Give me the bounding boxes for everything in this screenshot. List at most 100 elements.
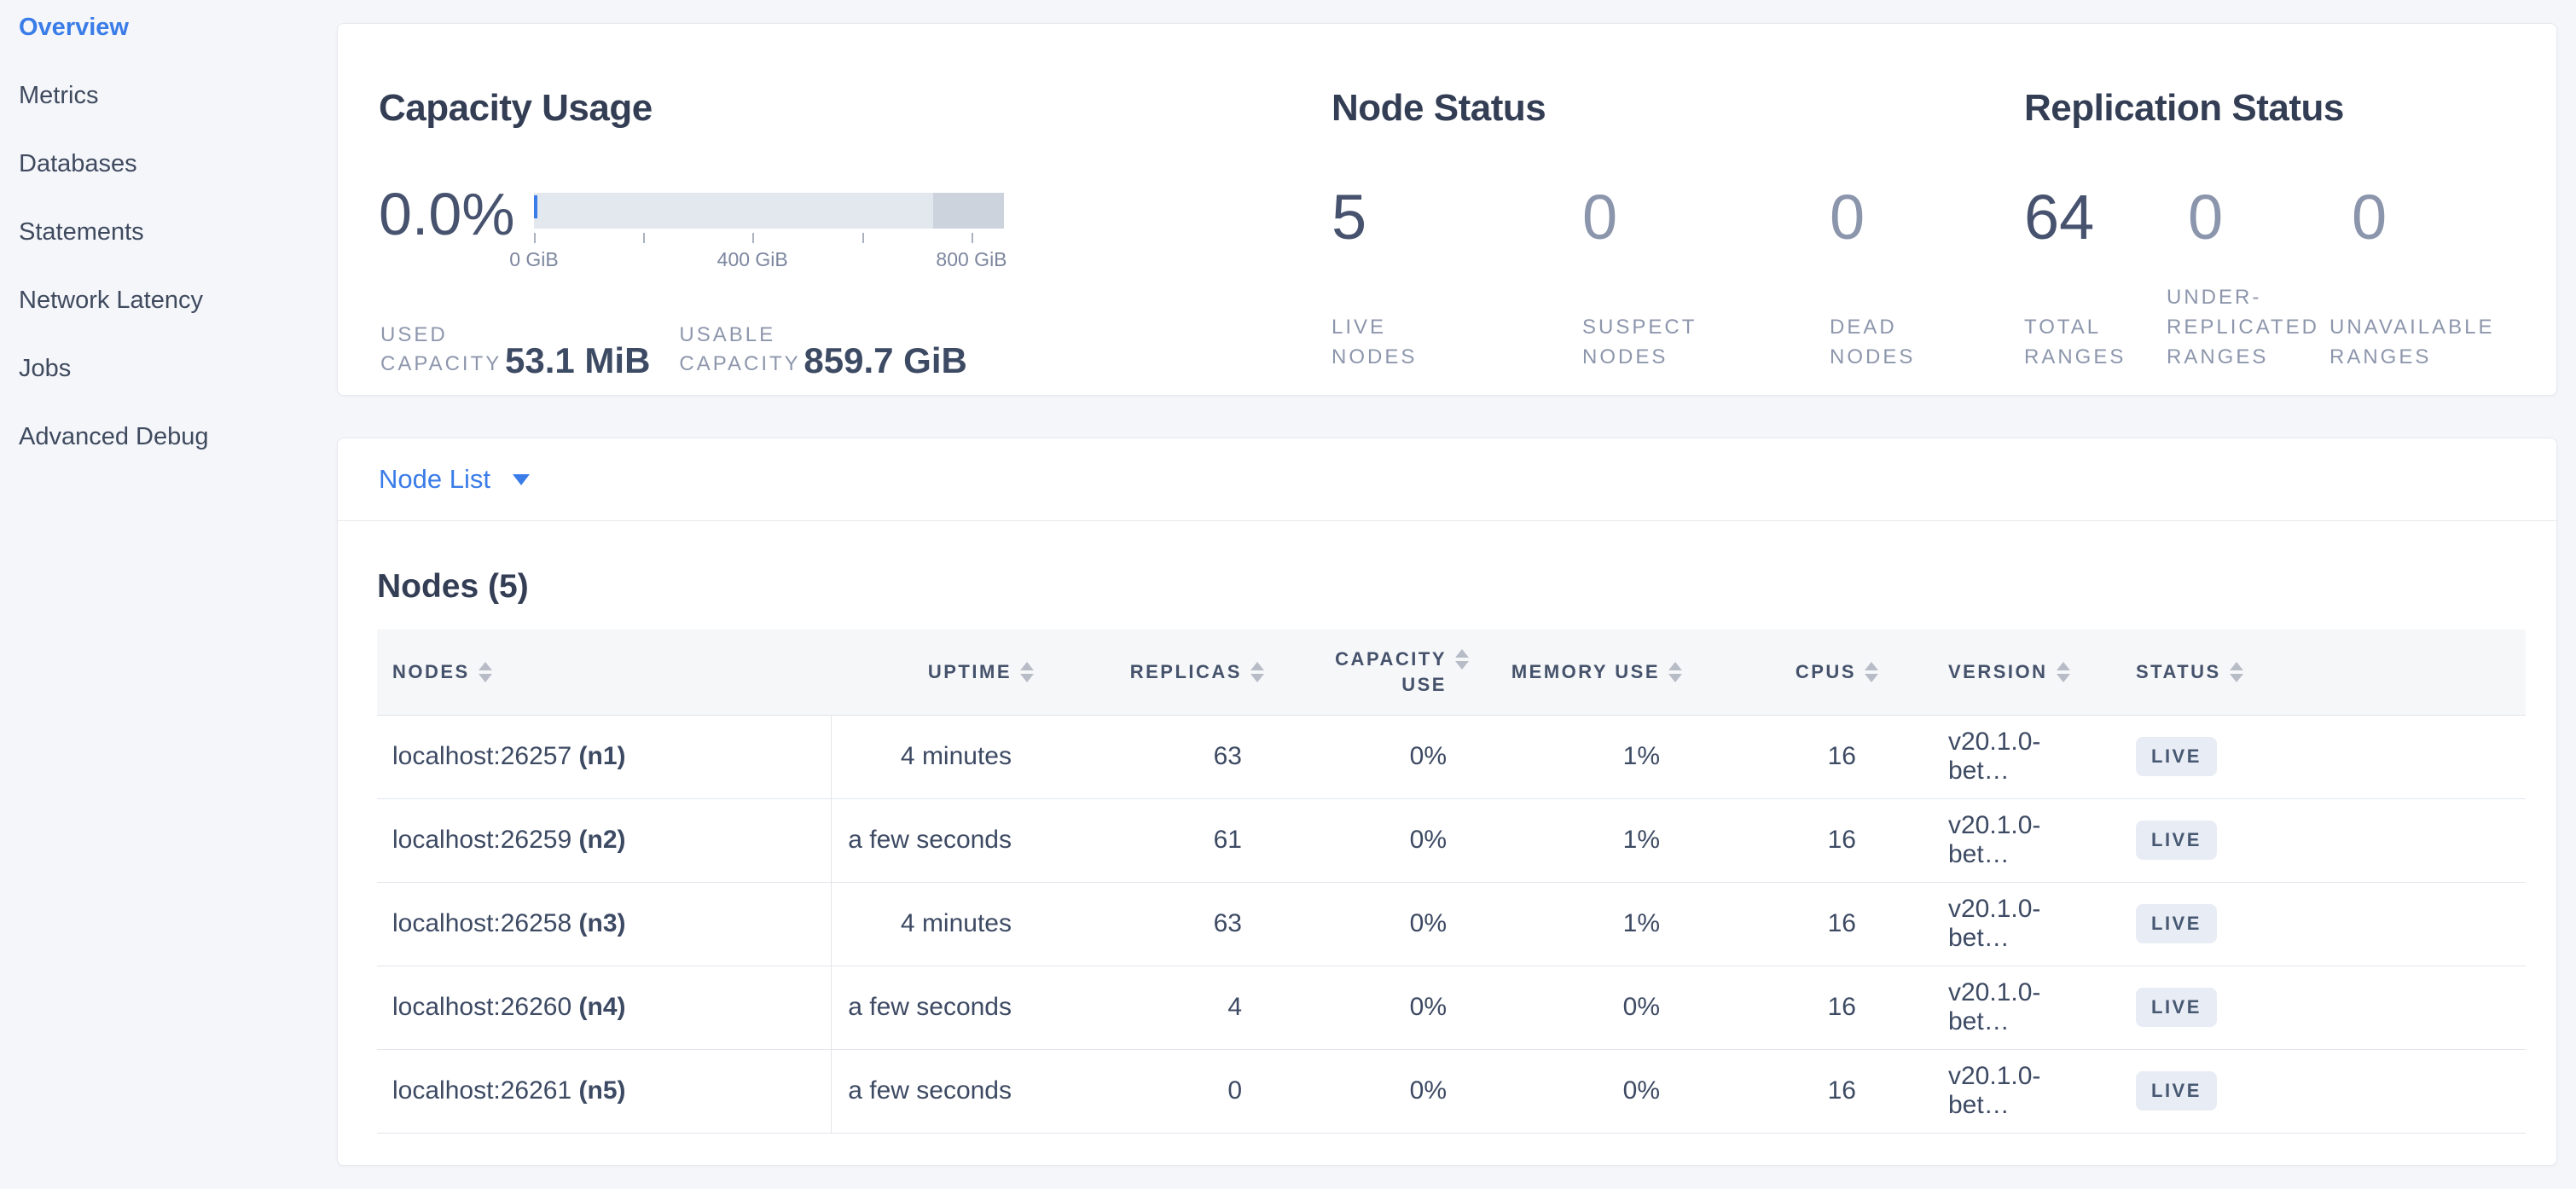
table-row: localhost:26261 (n5) a few seconds 0 0% … [377,1049,2526,1134]
memory-use-cell: 0% [1471,1049,1684,1134]
node-id: (n2) [578,826,626,854]
capacity-axis-labels: 0 GiB 400 GiB 800 GiB [509,248,1007,272]
column-header-capacity-use[interactable]: CAPACITY USE [1266,629,1471,716]
node-list-dropdown-label[interactable]: Node List [379,464,490,494]
memory-use-cell: 1% [1471,882,1684,966]
suspect-nodes-stat: 0 SUSPECT NODES [1457,24,1694,395]
node-id: (n5) [578,1076,626,1105]
suspect-nodes-count: 0 [1582,182,1618,252]
cpus-cell: 16 [1684,798,1880,883]
sidebar: Overview Metrics Databases Statements Ne… [0,0,337,1189]
capacity-use-cell: 0% [1266,715,1471,799]
live-nodes-count: 5 [1332,182,1367,252]
status-cell: LIVE [2068,715,2526,799]
capacity-bar-nonusable-segment [932,193,1004,229]
memory-use-cell: 1% [1471,715,1684,799]
unavailable-ranges-label: UNAVAILABLE RANGES [2329,316,2495,368]
uptime-cell: a few seconds [830,966,1036,1050]
uptime-cell: 4 minutes [830,715,1036,799]
uptime-cell: 4 minutes [830,882,1036,966]
nodes-table: NODES UPTIME REPLICAS CAPACITY USE [377,629,2526,1134]
capacity-usage-title: Capacity Usage [379,87,653,129]
capacity-usage-section: Capacity Usage 0.0% 0 GiB 400 GiB 800 Gi… [379,24,1317,395]
column-header-replicas[interactable]: REPLICAS [1036,629,1266,716]
total-ranges-count: 64 [2024,182,2095,252]
nodes-header-label: NODES [392,660,470,682]
column-header-status[interactable]: STATUS [2068,629,2526,716]
sidebar-item-jobs[interactable]: Jobs [19,354,72,382]
capacity-bar [534,193,1004,229]
memory-use-header-label: MEMORY USE [1511,660,1660,682]
table-row: localhost:26257 (n1) 4 minutes 63 0% 1% … [377,715,2526,799]
table-row: localhost:26259 (n2) a few seconds 61 0%… [377,798,2526,883]
sort-icon [1455,648,1469,670]
unavailable-ranges-count: 0 [2352,182,2387,252]
table-row: localhost:26260 (n4) a few seconds 4 0% … [377,966,2526,1050]
capacity-use-cell: 0% [1266,798,1471,883]
sidebar-item-databases[interactable]: Databases [19,149,137,177]
capacity-used-percent: 0.0% [379,181,515,247]
sort-icon [1250,661,1264,682]
suspect-nodes-label: SUSPECT NODES [1582,316,1697,368]
sort-icon [478,661,492,682]
status-badge: LIVE [2136,1071,2217,1111]
column-header-memory-use[interactable]: MEMORY USE [1471,629,1684,716]
node-address-cell[interactable]: localhost:26258 (n3) [377,882,831,966]
usable-capacity-value: 859.7 GiB [804,340,967,380]
version-cell: v20.1.0-bet… [1880,798,2068,883]
cpus-cell: 16 [1684,882,1880,966]
column-header-nodes[interactable]: NODES [377,629,831,716]
sidebar-item-metrics[interactable]: Metrics [19,81,99,109]
chevron-down-icon [512,473,530,485]
sort-icon [1020,661,1034,682]
main-content: Capacity Usage 0.0% 0 GiB 400 GiB 800 Gi… [337,0,2576,1189]
version-cell: v20.1.0-bet… [1880,966,2068,1050]
node-address-cell[interactable]: localhost:26257 (n1) [377,715,831,799]
node-address[interactable]: localhost:26261 [392,1076,572,1105]
sidebar-item-advanced-debug[interactable]: Advanced Debug [19,422,209,450]
replicas-cell: 4 [1036,966,1266,1050]
live-nodes-stat: 5 LIVE NODES [1332,24,1457,395]
replication-status-section: Replication Status 64 TOTAL RANGES 0 UND… [2024,24,2576,395]
table-row: localhost:26258 (n3) 4 minutes 63 0% 1% … [377,882,2526,966]
used-capacity-stat: USED CAPACITY 53.1 MiB [380,321,650,379]
sidebar-item-statements[interactable]: Statements [19,218,144,246]
table-header-row: NODES UPTIME REPLICAS CAPACITY USE [377,629,2526,716]
sidebar-item-network-latency[interactable]: Network Latency [19,286,203,314]
column-header-cpus[interactable]: CPUS [1684,629,1880,716]
cluster-summary-card: Capacity Usage 0.0% 0 GiB 400 GiB 800 Gi… [337,23,2557,396]
node-status-section: Node Status 5 LIVE NODES 0 SUSPECT NODES… [1332,24,2005,395]
node-address-cell[interactable]: localhost:26261 (n5) [377,1049,831,1134]
capacity-use-header-label: CAPACITY USE [1335,647,1447,695]
capacity-bar-chart: 0 GiB 400 GiB 800 GiB [509,179,1007,272]
node-address[interactable]: localhost:26260 [392,993,572,1021]
used-capacity-value: 53.1 MiB [505,340,651,380]
sort-icon [2229,661,2243,682]
uptime-cell: a few seconds [830,1049,1036,1134]
node-address[interactable]: localhost:26259 [392,826,572,854]
node-id: (n3) [578,909,626,937]
capacity-use-cell: 0% [1266,1049,1471,1134]
status-cell: LIVE [2068,966,2526,1050]
sidebar-item-overview[interactable]: Overview [19,13,129,41]
status-cell: LIVE [2068,882,2526,966]
node-address[interactable]: localhost:26257 [392,742,572,770]
node-address[interactable]: localhost:26258 [392,909,572,937]
node-list-card: Node List Nodes (5) NODES UPTIME [337,438,2557,1166]
replicas-cell: 61 [1036,798,1266,883]
uptime-cell: a few seconds [830,798,1036,883]
node-address-cell[interactable]: localhost:26260 (n4) [377,966,831,1050]
memory-use-cell: 0% [1471,966,1684,1050]
node-id: (n1) [578,742,626,770]
dead-nodes-label: DEAD NODES [1830,316,1916,368]
column-header-version[interactable]: VERSION [1880,629,2070,716]
replicas-header-label: REPLICAS [1129,660,1242,682]
sort-icon [1865,661,1878,682]
node-list-dropdown[interactable]: Node List [338,438,2556,521]
node-address-cell[interactable]: localhost:26259 (n2) [377,798,831,883]
version-cell: v20.1.0-bet… [1880,715,2068,799]
cpus-cell: 16 [1684,715,1880,799]
under-replicated-label: UNDER-REPLICATED RANGES [2167,286,2319,368]
sort-icon [2056,661,2070,682]
column-header-uptime[interactable]: UPTIME [831,629,1036,716]
